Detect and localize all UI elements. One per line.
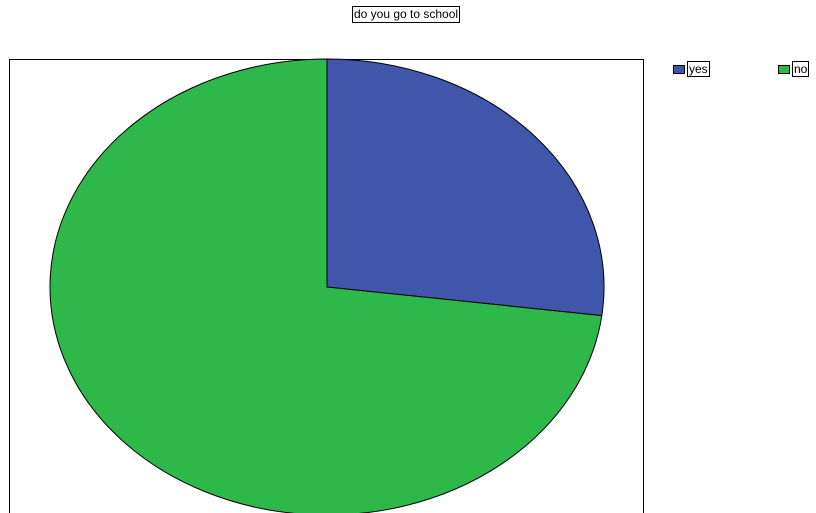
legend-label-yes: yes bbox=[687, 61, 710, 77]
legend-label-no: no bbox=[792, 61, 810, 77]
chart-title: do you go to school bbox=[352, 6, 461, 23]
pie-slice-no bbox=[49, 58, 603, 513]
legend-swatch-no bbox=[778, 64, 790, 74]
legend-swatch-yes bbox=[673, 64, 685, 74]
legend-item-no: no bbox=[778, 61, 810, 77]
legend-item-yes: yes bbox=[673, 61, 710, 77]
pie-slices bbox=[49, 58, 605, 513]
pie-slice-yes bbox=[326, 58, 605, 317]
